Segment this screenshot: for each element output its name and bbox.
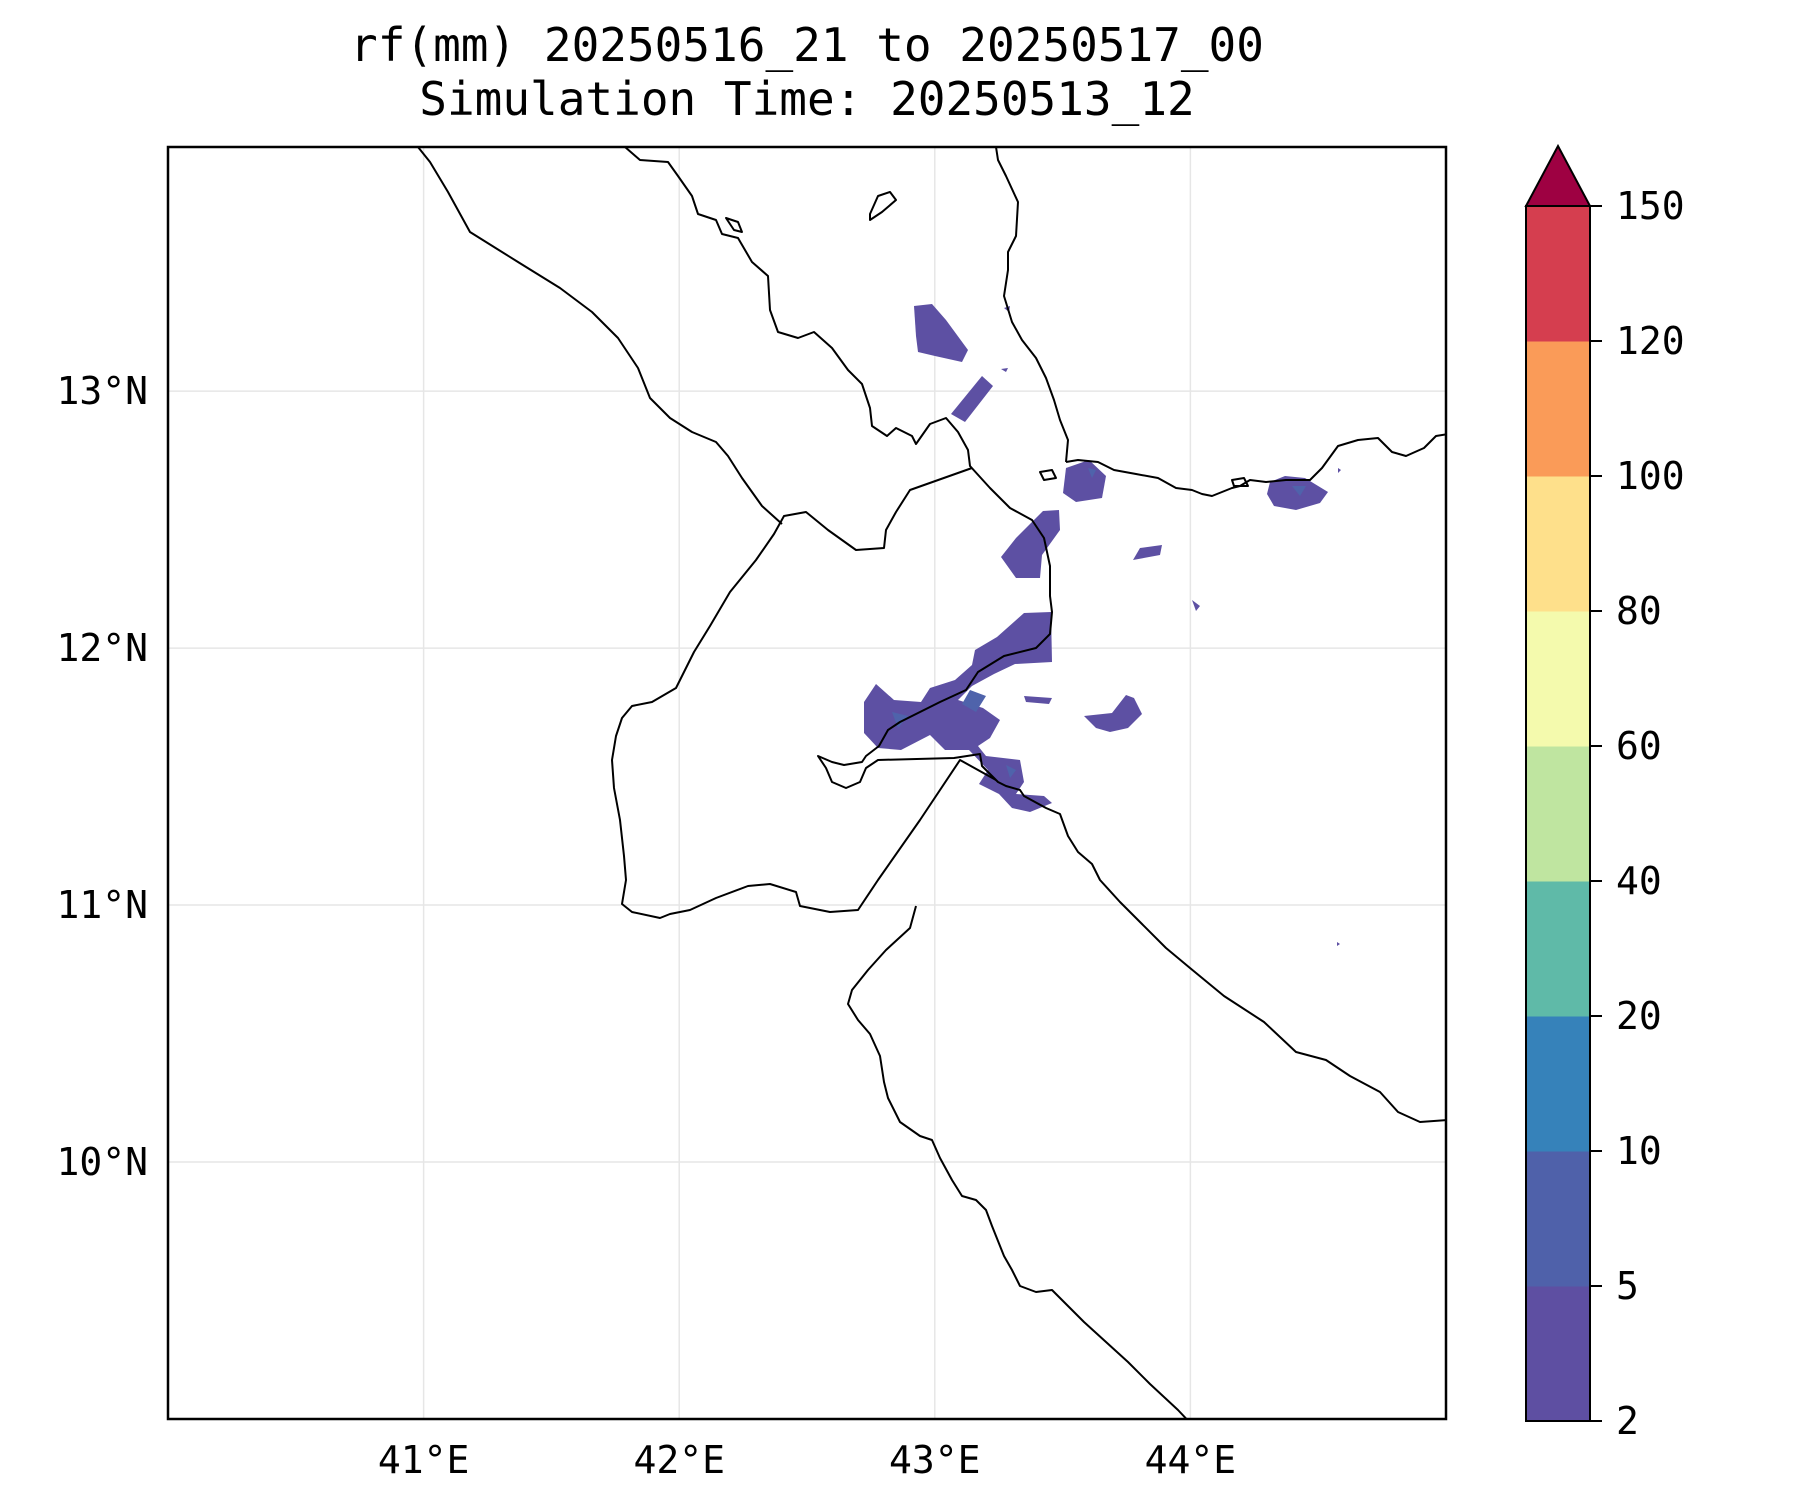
colorbar-tick-label: 10	[1616, 1129, 1662, 1173]
lat-tick-label: 12°N	[56, 626, 148, 670]
colorbar-extend-arrow	[1524, 143, 1592, 207]
colorbar-tick-label: 2	[1616, 1399, 1639, 1443]
lat-tick-label: 13°N	[56, 369, 148, 413]
coastline	[995, 147, 1069, 463]
coastlines-borders	[417, 147, 1446, 1419]
title-line-1: rf(mm) 20250516_21 to 20250517_00	[350, 18, 1264, 72]
rain-patch	[1337, 942, 1340, 946]
colorbar-tick-label: 120	[1616, 319, 1685, 363]
map-gridlines	[168, 147, 1446, 1419]
lat-tick-label: 11°N	[56, 883, 148, 927]
colorbar-segment	[1526, 611, 1590, 747]
colorbar-segment	[1526, 881, 1590, 1017]
rainfall-inner-areas	[892, 468, 1306, 778]
rain-patch	[1338, 468, 1341, 473]
colorbar-segment	[1526, 1151, 1590, 1287]
colorbar-tick-label: 100	[1616, 454, 1685, 498]
colorbar-tick-label: 20	[1616, 994, 1662, 1038]
rain-patch	[1063, 460, 1106, 502]
rain-patch	[914, 304, 968, 362]
rain-patch	[1084, 695, 1142, 732]
colorbar-segment	[1526, 1286, 1590, 1422]
colorbar-tick-label: 5	[1616, 1264, 1639, 1308]
lon-tick-label: 43°E	[889, 1438, 981, 1482]
colorbar-segment	[1526, 746, 1590, 882]
lat-tick-label: 10°N	[56, 1140, 148, 1184]
colorbar-tick-label: 80	[1616, 589, 1662, 633]
lon-tick-label: 44°E	[1145, 1438, 1237, 1482]
lon-tick-label: 41°E	[378, 1438, 470, 1482]
coastline	[624, 147, 1446, 1123]
longitude-ticks: 41°E 42°E 43°E 44°E	[378, 1438, 1236, 1482]
rain-patch	[951, 376, 993, 422]
rain-patch	[1133, 545, 1162, 560]
map-title: rf(mm) 20250516_21 to 20250517_00 Simula…	[168, 18, 1446, 126]
rain-patch	[1001, 510, 1060, 578]
colorbar-frame	[1525, 205, 1591, 1422]
rain-patch	[1267, 476, 1328, 510]
coastline	[1065, 433, 1446, 497]
colorbar-tick-label: 60	[1616, 724, 1662, 768]
lon-tick-label: 42°E	[633, 1438, 725, 1482]
map-frame	[166, 145, 1448, 1421]
map-area	[417, 147, 1446, 1419]
rain-patch	[1192, 600, 1200, 611]
border-line	[417, 147, 783, 525]
island	[1231, 477, 1249, 487]
colorbar-tick-label: 150	[1616, 184, 1685, 228]
border-line	[611, 467, 997, 919]
title-line-2: Simulation Time: 20250513_12	[419, 72, 1195, 126]
rainfall-areas	[864, 304, 1341, 946]
rain-patch	[1024, 696, 1052, 704]
latitude-ticks: 13°N 12°N 11°N 10°N	[56, 369, 148, 1184]
colorbar-segment	[1526, 206, 1590, 342]
colorbar-tick-label: 40	[1616, 859, 1662, 903]
border-line	[847, 905, 1188, 1419]
island	[725, 217, 743, 233]
rain-patch	[864, 612, 1052, 812]
island	[1039, 469, 1057, 481]
colorbar-segment	[1526, 1016, 1590, 1152]
island	[869, 191, 897, 221]
colorbar-segment	[1526, 341, 1590, 477]
colorbar-segment	[1526, 476, 1590, 612]
colorbar: 2 5 10 20 40 60 80 100 120 150	[1524, 143, 1685, 1443]
rain-patch	[1001, 368, 1008, 372]
